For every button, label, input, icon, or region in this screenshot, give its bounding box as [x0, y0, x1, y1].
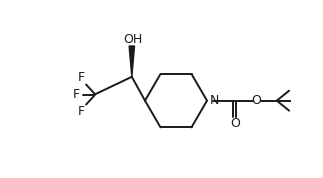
- Text: O: O: [230, 116, 240, 130]
- Text: N: N: [209, 94, 219, 107]
- Text: O: O: [252, 94, 262, 107]
- Polygon shape: [129, 46, 135, 77]
- Text: OH: OH: [124, 33, 143, 46]
- Text: F: F: [78, 71, 85, 84]
- Text: F: F: [78, 105, 85, 118]
- Text: F: F: [73, 88, 80, 101]
